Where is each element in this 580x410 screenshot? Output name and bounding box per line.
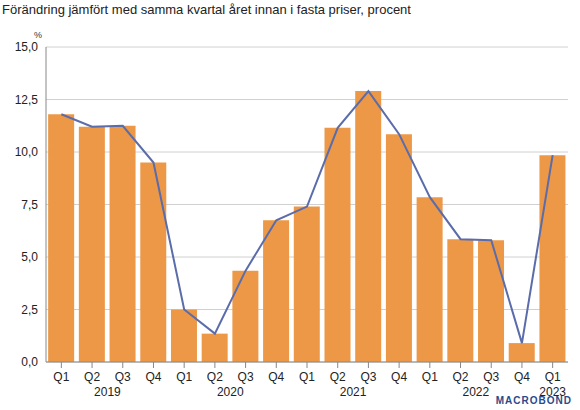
- svg-text:Q4: Q4: [514, 370, 530, 384]
- svg-text:Q3: Q3: [360, 370, 376, 384]
- svg-text:5,0: 5,0: [21, 250, 38, 264]
- svg-text:2,5: 2,5: [21, 303, 38, 317]
- svg-text:Q1: Q1: [545, 370, 561, 384]
- svg-text:15,0: 15,0: [15, 40, 39, 54]
- svg-text:0,0: 0,0: [21, 355, 38, 369]
- svg-text:Q1: Q1: [422, 370, 438, 384]
- svg-text:Q1: Q1: [176, 370, 192, 384]
- svg-text:Q4: Q4: [391, 370, 407, 384]
- svg-text:Q4: Q4: [145, 370, 161, 384]
- svg-text:Q3: Q3: [115, 370, 131, 384]
- svg-text:12,5: 12,5: [15, 93, 39, 107]
- html-text:MACROBOND: MACROBOND: [495, 395, 572, 406]
- svg-text:Q1: Q1: [299, 370, 315, 384]
- svg-text:2021: 2021: [340, 385, 367, 399]
- svg-text:Q2: Q2: [207, 370, 223, 384]
- svg-text:10,0: 10,0: [15, 145, 39, 159]
- svg-text:Q1: Q1: [53, 370, 69, 384]
- svg-text:Q3: Q3: [483, 370, 499, 384]
- svg-text:Q4: Q4: [268, 370, 284, 384]
- svg-text:2020: 2020: [217, 385, 244, 399]
- svg-text:Q2: Q2: [453, 370, 469, 384]
- svg-text:Q3: Q3: [238, 370, 254, 384]
- svg-text:Q2: Q2: [84, 370, 100, 384]
- svg-text:2022: 2022: [463, 385, 490, 399]
- svg-text:2019: 2019: [94, 385, 121, 399]
- html-text:Förändring jämfört med samma k: Förändring jämfört med samma kvartal åre…: [2, 2, 411, 17]
- svg-text:Q2: Q2: [330, 370, 346, 384]
- svg-text:7,5: 7,5: [21, 198, 38, 212]
- svg-text:2023: 2023: [539, 385, 566, 399]
